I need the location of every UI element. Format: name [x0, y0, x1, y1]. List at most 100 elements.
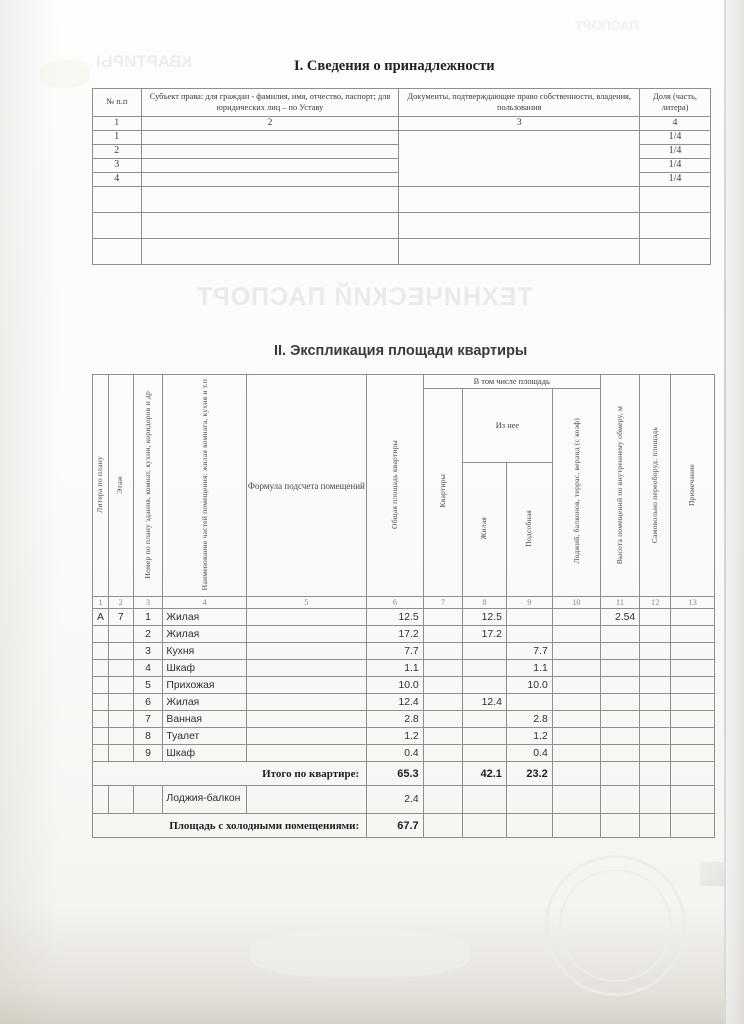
- cell-living: [462, 727, 507, 746]
- cell-floor: [108, 785, 134, 815]
- cell-formula: [245, 642, 368, 661]
- table-subgroup-header-row: Квартиры Из нее Лоджий, балконов, террас…: [93, 387, 715, 598]
- cell-rebuilt: [639, 608, 672, 627]
- cold-living: [462, 813, 507, 839]
- cell-litera: [92, 676, 109, 695]
- table-row: 4 Шкаф 1.1 1.1: [92, 659, 715, 678]
- cell-apartment: [422, 608, 464, 627]
- cell-balcony: [551, 676, 601, 695]
- cell-floor: [108, 676, 134, 695]
- cell-subject: [140, 172, 400, 187]
- cell-name: Жилая: [162, 608, 247, 627]
- cell-subject: [140, 130, 400, 145]
- cell-rebuilt: [639, 676, 672, 695]
- cell-number: 1: [132, 608, 164, 627]
- cell-name: Жилая: [162, 693, 247, 712]
- section-2-title: II. Экспликация площади квартиры: [274, 343, 528, 359]
- table-row-empty: [92, 212, 711, 239]
- cell-row-number: 4: [92, 172, 142, 187]
- table-row: 9 Шкаф 0.4 0.4: [92, 744, 715, 763]
- cell-litera: [92, 625, 109, 644]
- cell-balcony: [551, 608, 601, 627]
- cell-apartment: [422, 676, 464, 695]
- cell-formula: [245, 608, 368, 627]
- cell-rebuilt: [639, 625, 672, 644]
- table-row: А 7 1 Жилая 12.5 12.5 2.54: [92, 608, 715, 627]
- balcony-apartment: [422, 785, 464, 815]
- cell-height: [599, 659, 641, 678]
- balcony-utility: [505, 785, 553, 815]
- total-note: [670, 761, 715, 787]
- cell-total: 10.0: [366, 676, 424, 695]
- cell-apartment: [422, 744, 464, 763]
- cell-height: [599, 625, 641, 644]
- cell-empty: [92, 186, 142, 213]
- colnum-10: 10: [551, 596, 601, 610]
- cold-total-row: Площадь с холодными помещениями: 67.7: [91, 813, 715, 839]
- header-formula: Формула подсчета помещений: [245, 373, 368, 598]
- cell-total: 17.2: [366, 625, 424, 644]
- cell-name: Шкаф: [162, 744, 247, 763]
- apartment-area-table: Литера по плану Этаж Номер по плану здан…: [91, 373, 715, 839]
- header-group-ofwhich: Из нее: [462, 388, 553, 463]
- cell-formula: [245, 744, 368, 763]
- cell-living: [462, 676, 507, 695]
- balcony-living: [462, 785, 507, 815]
- cell-height: 2.54: [599, 608, 641, 627]
- page-corner-fold: [700, 862, 726, 886]
- header-plan-number: Номер по плану здания, комнат, кухни, ко…: [132, 373, 164, 598]
- section-1-title: I. Сведения о принадлежности: [294, 58, 495, 74]
- header-apartment: Квартиры: [422, 387, 464, 598]
- cell-subject: [140, 158, 400, 173]
- header-group-included: В том числе площадь: [422, 374, 601, 389]
- cell-floor: [108, 727, 134, 746]
- colnum-5: 5: [245, 596, 368, 610]
- colnum-7: 7: [422, 596, 464, 610]
- cell-empty: [140, 238, 400, 265]
- cell-balcony: [551, 659, 601, 678]
- total-area: 65.3: [366, 761, 424, 787]
- cell-note: [670, 744, 715, 763]
- bleed-through-subtitle: КВАРТИРЫ: [96, 52, 192, 71]
- cell-height: [599, 642, 641, 661]
- header-utility: Подсобная: [505, 461, 553, 598]
- cell-note: [670, 710, 715, 729]
- colnum-4: 4: [639, 116, 711, 131]
- colnum-13: 13: [670, 596, 715, 610]
- cell-documents: [398, 130, 640, 187]
- table-row: 6 Жилая 12.4 12.4: [92, 693, 715, 712]
- page-edge-line: [724, 0, 726, 1024]
- cell-litera: [92, 744, 109, 763]
- cell-balcony: [551, 625, 601, 644]
- total-label: Итого по квартире:: [91, 761, 368, 787]
- cell-apartment: [422, 659, 464, 678]
- cold-apartment: [422, 813, 464, 839]
- cell-litera: [92, 642, 109, 661]
- cell-living: 12.4: [462, 693, 507, 712]
- colnum-4: 4: [162, 596, 247, 610]
- cell-apartment: [422, 727, 464, 746]
- cell-total: 7.7: [366, 642, 424, 661]
- header-height: Высота помещений по внутреннему обмеру, …: [599, 373, 641, 598]
- cell-apartment: [422, 693, 464, 712]
- colnum-6: 6: [366, 596, 424, 610]
- cell-rebuilt: [639, 744, 672, 763]
- header-row-number: № п.п: [92, 88, 142, 117]
- cell-empty: [140, 186, 400, 213]
- cell-rebuilt: [639, 693, 672, 712]
- cell-row-number: 2: [92, 144, 142, 159]
- colnum-8: 8: [462, 596, 507, 610]
- cell-note: [670, 608, 715, 627]
- table-row: 1 1/4: [92, 130, 711, 187]
- bleed-through-corner: ПАСПОРТ: [575, 18, 639, 33]
- cell-total: 12.5: [366, 608, 424, 627]
- cell-share: 1/4: [639, 172, 711, 187]
- cell-note: [670, 642, 715, 661]
- cell-litera: А: [92, 608, 109, 627]
- total-utility: 23.2: [505, 761, 553, 787]
- cell-number: 9: [132, 744, 164, 763]
- cell-utility: 1.1: [505, 659, 553, 678]
- balcony-rebuilt: [639, 785, 672, 815]
- table-row: 3 Кухня 7.7 7.7: [92, 642, 715, 661]
- cell-row-number: 1: [92, 130, 142, 145]
